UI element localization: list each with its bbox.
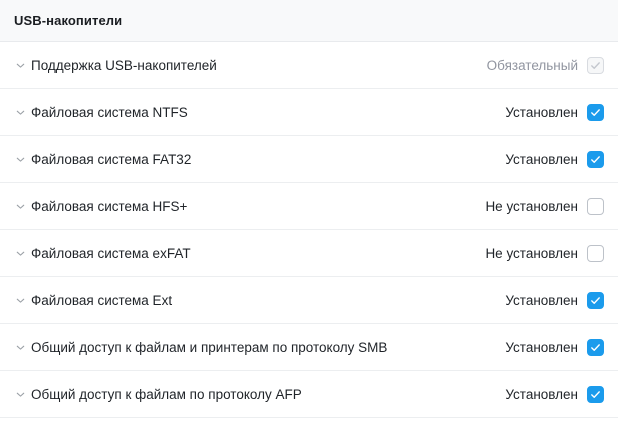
row-right-group: Установлен (505, 150, 604, 168)
row-right-group: Установлен (505, 103, 604, 121)
status-badge: Установлен (505, 151, 578, 167)
chevron-down-icon[interactable] (14, 294, 27, 307)
row-left-group: Файловая система HFS+ (14, 199, 485, 214)
row-left-group: Общий доступ к файлам и принтерам по про… (14, 340, 505, 355)
row-checkbox[interactable] (587, 291, 604, 309)
status-badge: Не установлен (485, 198, 578, 214)
table-row[interactable]: Файловая система Ext Установлен (0, 277, 618, 324)
chevron-down-icon[interactable] (14, 59, 27, 72)
row-right-group: Установлен (505, 385, 604, 403)
row-checkbox[interactable] (587, 385, 604, 403)
table-row[interactable]: Поддержка USB-накопителей Обязательный (0, 42, 618, 89)
row-label: Файловая система Ext (31, 292, 173, 308)
row-checkbox[interactable] (587, 150, 604, 168)
row-checkbox[interactable] (587, 338, 604, 356)
row-checkbox[interactable] (587, 197, 604, 215)
status-badge: Не установлен (485, 245, 578, 261)
panel-header: USB-накопители (0, 0, 618, 42)
row-label: Файловая система exFAT (31, 245, 191, 261)
row-label: Общий доступ к файлам и принтерам по про… (31, 339, 388, 355)
row-checkbox[interactable] (587, 103, 604, 121)
chevron-down-icon[interactable] (14, 388, 27, 401)
table-row[interactable]: Файловая система NTFS Установлен (0, 89, 618, 136)
status-badge: Обязательный (486, 57, 578, 73)
row-left-group: Файловая система FAT32 (14, 152, 505, 167)
row-checkbox (587, 56, 604, 74)
row-right-group: Установлен (505, 291, 604, 309)
row-right-group: Обязательный (486, 56, 604, 74)
row-label: Файловая система FAT32 (31, 151, 192, 167)
row-label: Поддержка USB-накопителей (31, 57, 217, 73)
row-right-group: Установлен (505, 338, 604, 356)
chevron-down-icon[interactable] (14, 341, 27, 354)
table-row[interactable]: Общий доступ к файлам по протоколу AFP Ус… (0, 371, 618, 418)
table-row[interactable]: Общий доступ к файлам и принтерам по про… (0, 324, 618, 371)
row-left-group: Файловая система Ext (14, 293, 505, 308)
status-badge: Установлен (505, 339, 578, 355)
status-badge: Установлен (505, 292, 578, 308)
table-row[interactable]: Файловая система HFS+ Не установлен (0, 183, 618, 230)
feature-list: Поддержка USB-накопителей Обязательный Фай… (0, 42, 618, 418)
status-badge: Установлен (505, 386, 578, 402)
table-row[interactable]: Файловая система exFAT Не установлен (0, 230, 618, 277)
row-left-group: Файловая система exFAT (14, 246, 485, 261)
row-label: Файловая система HFS+ (31, 198, 188, 214)
row-label: Общий доступ к файлам по протоколу AFP (31, 386, 302, 402)
page-title: USB-накопители (14, 13, 123, 28)
chevron-down-icon[interactable] (14, 106, 27, 119)
status-badge: Установлен (505, 104, 578, 120)
row-right-group: Не установлен (485, 244, 604, 262)
usb-storage-panel: USB-накопители Поддержка USB-накопителей… (0, 0, 618, 418)
table-row[interactable]: Файловая система FAT32 Установлен (0, 136, 618, 183)
row-label: Файловая система NTFS (31, 104, 188, 120)
row-left-group: Файловая система NTFS (14, 105, 505, 120)
chevron-down-icon[interactable] (14, 247, 27, 260)
row-left-group: Общий доступ к файлам по протоколу AFP (14, 387, 505, 402)
row-right-group: Не установлен (485, 197, 604, 215)
row-checkbox[interactable] (587, 244, 604, 262)
row-left-group: Поддержка USB-накопителей (14, 58, 487, 73)
chevron-down-icon[interactable] (14, 200, 27, 213)
chevron-down-icon[interactable] (14, 153, 27, 166)
